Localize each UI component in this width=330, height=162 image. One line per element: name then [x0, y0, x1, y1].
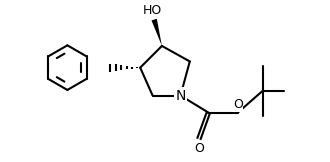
Text: O: O	[233, 98, 243, 111]
Text: HO: HO	[143, 4, 162, 17]
Text: N: N	[175, 88, 186, 103]
Polygon shape	[151, 19, 162, 46]
Text: O: O	[194, 142, 204, 155]
